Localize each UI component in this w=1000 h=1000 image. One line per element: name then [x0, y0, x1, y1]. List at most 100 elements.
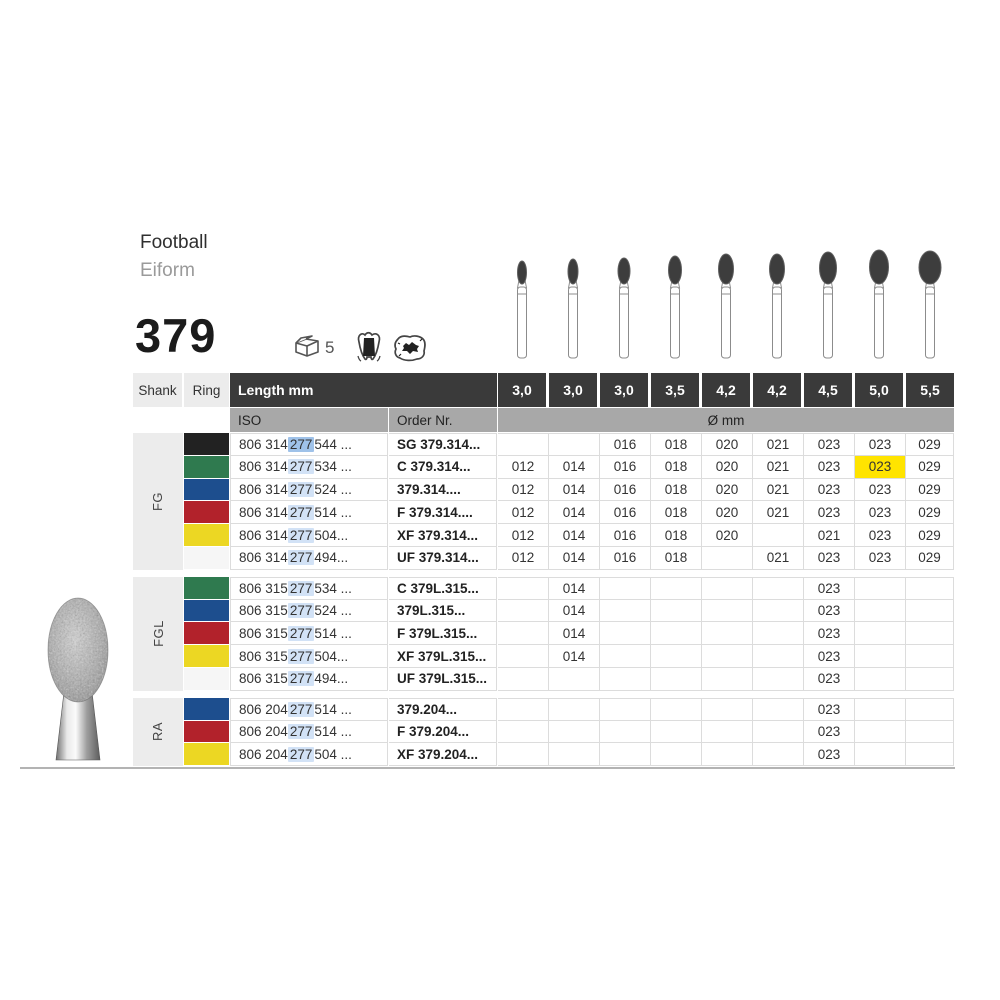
diameter-value: 021 — [753, 547, 804, 570]
diameter-value: 023 — [855, 501, 906, 525]
diameter-value — [600, 720, 651, 744]
order-number: F 379.314.... — [389, 501, 497, 525]
header-length-value: 5,5 — [906, 373, 954, 407]
iso-highlight: 277 — [287, 527, 315, 543]
diameter-value: 018 — [651, 433, 702, 456]
ring-swatch-yellow — [184, 524, 229, 547]
diameter-value: 029 — [906, 547, 954, 570]
diameter-value: 018 — [651, 524, 702, 547]
diameter-value: 023 — [855, 478, 906, 502]
header-iso: ISO — [230, 408, 388, 432]
ring-swatch-yellow — [184, 743, 229, 767]
iso-highlight: 277 — [287, 481, 315, 497]
diameter-value — [855, 720, 906, 744]
shank-group-fgl: FGL — [133, 576, 183, 691]
diameter-value — [651, 743, 702, 767]
diameter-value — [855, 599, 906, 623]
diameter-value — [651, 668, 702, 691]
diameter-value: 014 — [549, 599, 600, 623]
iso-number: 806 315 277 494... — [230, 668, 388, 691]
diameter-value — [702, 599, 753, 623]
ring-swatch-green — [184, 455, 229, 479]
iso-number: 806 204 277 514 ... — [230, 720, 388, 744]
tooth-inlay-icon — [354, 330, 384, 364]
diameter-value: 014 — [549, 478, 600, 502]
diameter-value: 018 — [651, 478, 702, 502]
iso-number: 806 204 277 514 ... — [230, 697, 388, 721]
diameter-value — [498, 645, 549, 668]
bottom-rule — [20, 767, 955, 769]
order-number: XF 379L.315... — [389, 645, 497, 668]
iso-highlight: 277 — [287, 580, 315, 596]
pack-quantity: 5 — [325, 338, 335, 357]
diameter-value: 018 — [651, 501, 702, 525]
header-length-value: 3,5 — [651, 373, 699, 407]
diameter-value — [549, 720, 600, 744]
diameter-value — [753, 599, 804, 623]
diameter-value: 020 — [702, 524, 753, 547]
header-length-mm: Length mm — [230, 373, 497, 407]
diameter-value — [498, 576, 549, 600]
header-length-value: 3,0 — [498, 373, 546, 407]
ring-swatch-blue — [184, 478, 229, 502]
iso-number: 806 314 277 524 ... — [230, 478, 388, 502]
diameter-value: 016 — [600, 501, 651, 525]
diameter-value — [906, 622, 954, 646]
diameter-value — [600, 668, 651, 691]
iso-highlight: 277 — [287, 459, 315, 475]
iso-number: 806 314 277 534 ... — [230, 455, 388, 479]
diameter-value — [855, 743, 906, 767]
diameter-value: 029 — [906, 478, 954, 502]
shank-group-fg: FG — [133, 433, 183, 570]
diameter-value: 020 — [702, 433, 753, 456]
diameter-value — [906, 743, 954, 767]
diameter-value — [498, 743, 549, 767]
ring-swatch-red — [184, 622, 229, 646]
diameter-value — [498, 668, 549, 691]
bur-figure — [718, 253, 734, 359]
diameter-value — [753, 524, 804, 547]
ring-swatch-red — [184, 501, 229, 525]
diameter-value: 014 — [549, 576, 600, 600]
diameter-value: 023 — [855, 524, 906, 547]
bur-figure — [819, 251, 837, 359]
diameter-value — [549, 743, 600, 767]
bur-figure — [869, 249, 889, 359]
diameter-value: 014 — [549, 455, 600, 479]
diameter-value — [906, 645, 954, 668]
bur-figure — [918, 250, 942, 359]
ring-swatch-black — [184, 433, 229, 456]
diameter-value — [549, 697, 600, 721]
diameter-value — [702, 547, 753, 570]
diameter-value — [753, 697, 804, 721]
diameter-value: 014 — [549, 622, 600, 646]
diameter-value: 029 — [906, 501, 954, 525]
diameter-value — [600, 622, 651, 646]
header-length-value: 4,2 — [753, 373, 801, 407]
iso-number: 806 314 277 504... — [230, 524, 388, 547]
iso-highlight: 277 — [287, 701, 315, 717]
diameter-value — [600, 599, 651, 623]
diameter-value: 023 — [804, 645, 855, 668]
diameter-value: 023 — [804, 455, 855, 479]
ring-swatch-blue — [184, 599, 229, 623]
diameter-value: 018 — [651, 455, 702, 479]
diameter-value: 023 — [804, 668, 855, 691]
order-number: UF 379.314... — [389, 547, 497, 570]
iso-highlight: 277 — [287, 550, 315, 566]
diameter-value: 023 — [804, 622, 855, 646]
diameter-value: 014 — [549, 524, 600, 547]
ring-swatch-yellow — [184, 645, 229, 668]
shank-group-label: FG — [150, 491, 166, 511]
diameter-value — [906, 697, 954, 721]
diameter-value — [498, 599, 549, 623]
order-number: SG 379.314... — [389, 433, 497, 456]
diameter-value — [753, 720, 804, 744]
diameter-value: 021 — [753, 455, 804, 479]
ring-swatch-none — [184, 668, 229, 691]
diameter-value — [855, 576, 906, 600]
iso-highlight: 277 — [287, 746, 315, 762]
shank-group-label: FGL — [150, 620, 166, 648]
diameter-value: 021 — [753, 433, 804, 456]
